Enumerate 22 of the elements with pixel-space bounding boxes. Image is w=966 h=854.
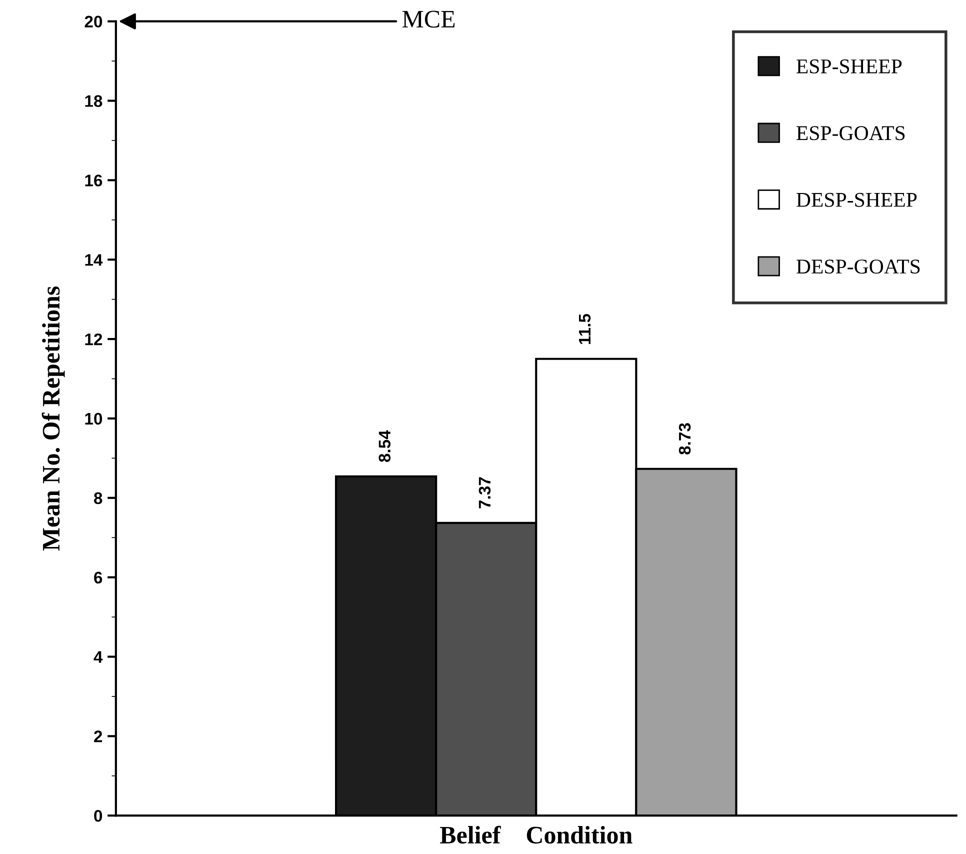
y-tick-label: 0 [94, 810, 102, 822]
x-axis-title: Belief Condition [440, 826, 632, 844]
annotation: MCE [402, 10, 455, 28]
y-tick-label: 4 [94, 651, 103, 663]
legend-label: DESP-SHEEP [796, 192, 917, 207]
legend-label: ESP-GOATS [796, 126, 905, 140]
legend-label: DESP-GOATS [796, 260, 920, 274]
y-tick-label: 16 [85, 174, 102, 186]
y-tick-label: 10 [85, 412, 102, 425]
y-tick-label: 18 [85, 95, 102, 107]
y-tick-label: 8 [94, 492, 102, 504]
y-tick-label: 20 [84, 16, 102, 28]
y-tick-label: 2 [94, 730, 102, 742]
y-tick-label: 12 [85, 333, 102, 346]
legend-label: ESP-SHEEP [796, 59, 902, 74]
data-label: 8.73 [678, 423, 691, 454]
data-label: 11.5 [579, 314, 591, 344]
y-axis-title: Mean No. Of Repetitions [42, 286, 65, 551]
y-tick-label: 14 [85, 254, 103, 266]
y-tick-label: 6 [94, 572, 102, 584]
data-label: 7.37 [478, 477, 491, 508]
data-label: 8.54 [378, 430, 391, 462]
